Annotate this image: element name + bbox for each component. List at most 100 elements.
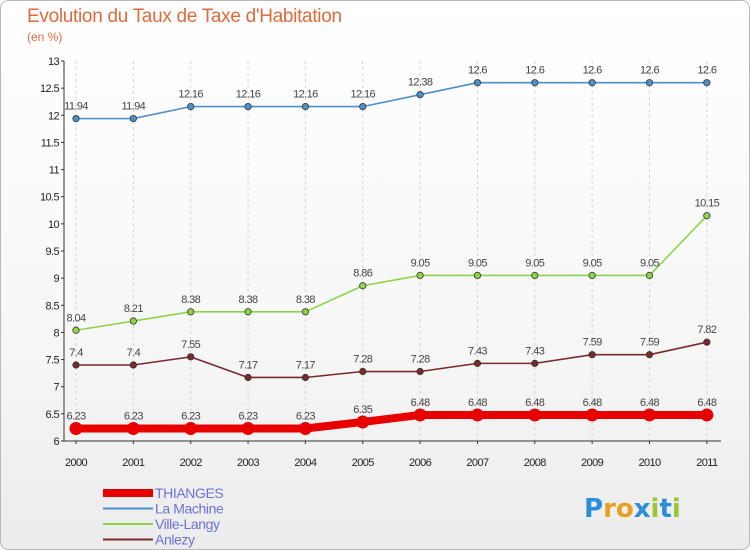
data-point <box>413 408 427 422</box>
y-tick-label: 6.5 <box>46 409 60 421</box>
data-label: 12.16 <box>178 89 203 101</box>
legend-label: La Machine <box>155 501 224 517</box>
data-point <box>244 373 252 382</box>
data-point <box>700 408 714 422</box>
data-label: 7.28 <box>353 354 372 366</box>
data-point <box>588 351 596 359</box>
data-label: 12.38 <box>408 77 433 89</box>
data-point <box>72 114 80 123</box>
data-label: 9.05 <box>525 257 544 269</box>
data-point <box>187 103 195 111</box>
data-point <box>359 367 367 376</box>
x-tick-label: 2001 <box>122 457 145 469</box>
data-label: 6.23 <box>124 411 143 423</box>
x-tick-label: 2011 <box>696 457 718 469</box>
data-point <box>531 79 539 87</box>
data-label: 8.38 <box>181 294 200 306</box>
data-label: 8.86 <box>353 268 372 280</box>
x-tick-label: 2006 <box>409 457 432 469</box>
x-tick-label: 2008 <box>524 457 547 469</box>
series-line-thianges <box>72 410 711 433</box>
legend-label: Anlezy <box>155 532 195 548</box>
data-label: 8.38 <box>239 294 258 306</box>
x-tick-label: 2010 <box>638 457 661 469</box>
data-point <box>645 79 654 87</box>
logo-letter: i <box>672 494 681 524</box>
data-label: 11.94 <box>64 101 88 113</box>
y-tick-label: 6 <box>53 436 59 448</box>
data-point <box>241 422 255 436</box>
data-point <box>645 271 654 280</box>
data-label: 7.59 <box>640 337 659 349</box>
data-label: 6.35 <box>353 404 372 416</box>
data-label: 8.21 <box>124 303 143 315</box>
data-label: 6.48 <box>468 397 487 409</box>
data-label: 6.48 <box>583 397 602 409</box>
y-tick-label: 7.5 <box>46 355 60 367</box>
y-tick-label: 10.5 <box>40 192 59 204</box>
data-point <box>416 91 424 99</box>
data-point <box>72 361 80 369</box>
y-tick-label: 11.5 <box>41 137 60 149</box>
x-tick-label: 2007 <box>466 457 489 469</box>
data-point <box>129 361 137 369</box>
chart-title: Evolution du Taux de Taxe d'Habitation <box>27 6 342 27</box>
logo-letter: x <box>634 494 651 524</box>
data-label: 7.55 <box>181 339 200 351</box>
data-label: 9.05 <box>583 257 602 269</box>
logo-letter: r <box>603 494 616 524</box>
series-line-anlezy <box>75 341 708 379</box>
data-point <box>301 373 309 382</box>
data-point <box>244 308 252 316</box>
logo-letter: P <box>584 494 603 524</box>
data-label: 12.16 <box>236 89 261 101</box>
data-label: 6.23 <box>239 411 258 423</box>
data-label: 12.6 <box>468 65 487 77</box>
y-tick-label: 10 <box>48 219 60 231</box>
data-label: 7.17 <box>296 359 315 371</box>
data-point <box>416 367 424 376</box>
data-point <box>416 271 424 280</box>
data-label: 6.23 <box>181 411 200 423</box>
data-label: 7.59 <box>583 337 602 349</box>
data-point <box>301 308 309 316</box>
data-label: 8.04 <box>66 312 85 324</box>
legend-label: THIANGES <box>155 485 223 501</box>
data-point <box>187 353 195 361</box>
data-point <box>473 359 482 367</box>
data-point <box>531 359 539 367</box>
data-point <box>359 282 367 290</box>
data-point <box>531 271 539 280</box>
data-point <box>528 408 542 422</box>
data-label: 9.05 <box>468 257 487 269</box>
data-point <box>72 326 80 334</box>
data-label: 12.16 <box>293 89 318 101</box>
y-tick-label: 9 <box>53 273 59 285</box>
legend-label: Ville-Langy <box>155 516 220 532</box>
data-point <box>473 271 482 280</box>
data-label: 7.43 <box>525 345 544 357</box>
data-point <box>298 422 312 436</box>
data-label: 6.23 <box>296 411 315 423</box>
data-label: 6.23 <box>66 411 85 423</box>
logo-letter: i <box>651 494 660 524</box>
x-tick-label: 2003 <box>237 457 260 469</box>
y-tick-label: 12 <box>48 110 60 122</box>
chart-subtitle: (en %) <box>27 30 63 44</box>
data-label: 12.6 <box>583 65 602 77</box>
data-label: 6.48 <box>525 397 544 409</box>
y-tick-label: 9.5 <box>46 246 60 258</box>
data-point <box>703 79 711 87</box>
data-label: 6.48 <box>411 397 430 409</box>
data-label: 7.17 <box>239 359 258 371</box>
data-point <box>244 103 252 111</box>
data-label: 10.15 <box>695 198 720 210</box>
series-line-la machine <box>75 81 708 120</box>
data-point <box>301 103 309 111</box>
data-label: 12.16 <box>350 89 375 101</box>
data-point <box>69 422 83 436</box>
data-point <box>643 408 656 422</box>
data-point <box>703 212 711 220</box>
data-point <box>187 308 195 316</box>
